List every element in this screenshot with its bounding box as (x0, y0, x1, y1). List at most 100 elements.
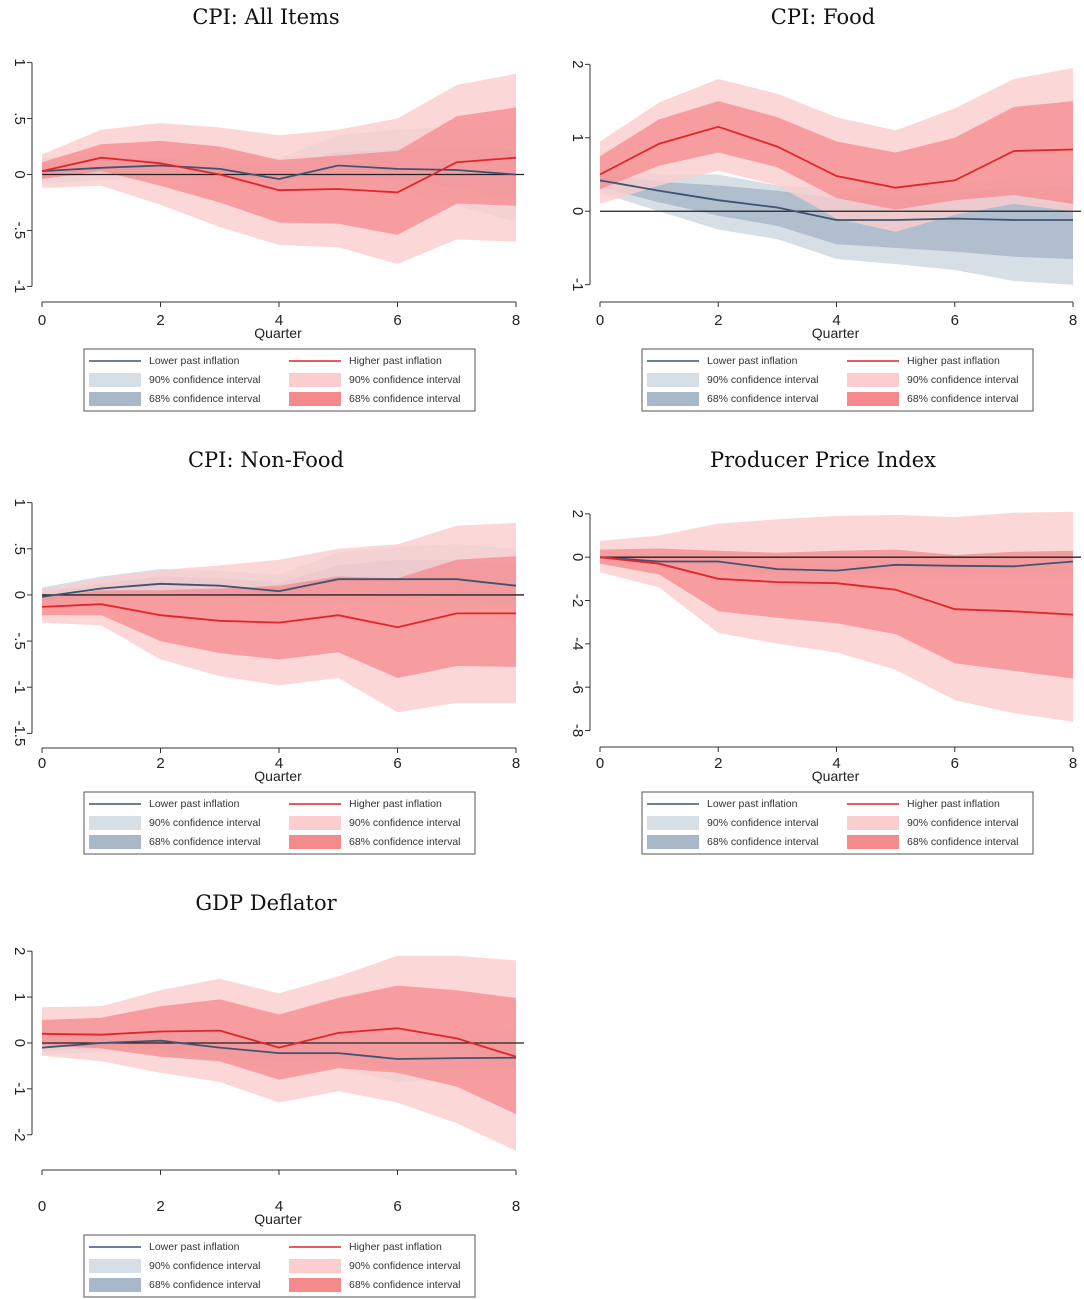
higher-ci68-band (600, 548, 1073, 679)
y-tick-label: -2 (569, 594, 586, 607)
legend-higher-ci90-label: 90% confidence interval (907, 817, 1019, 829)
legend-lower-ci90-swatch (89, 1259, 141, 1273)
legend-higher-line-label: Higher past inflation (349, 355, 442, 367)
x-tick-label: 0 (596, 312, 604, 329)
x-tick-label: 8 (512, 755, 520, 772)
legend-lower-line-label: Lower past inflation (149, 355, 240, 367)
y-tick-label: -1 (11, 280, 28, 293)
x-tick-label: 6 (951, 312, 959, 329)
legend-lower-ci68-label: 68% confidence interval (707, 393, 819, 405)
y-tick-label: 1 (11, 58, 28, 66)
legend-higher-line-label: Higher past inflation (349, 798, 442, 810)
x-axis-label: Quarter (254, 768, 302, 784)
y-tick-label: 1 (11, 993, 28, 1001)
higher-series-line (599, 556, 1074, 616)
y-tick-label: 2 (569, 60, 586, 68)
legend-lower-ci90-label: 90% confidence interval (149, 817, 261, 829)
y-tick-label: 0 (569, 207, 586, 215)
legend-lower-line-label: Lower past inflation (149, 1241, 240, 1253)
x-tick-label: 4 (275, 1198, 283, 1215)
legend-higher-ci68-swatch (289, 392, 341, 406)
legend-lower-ci68-swatch (89, 1278, 141, 1292)
legend: Lower past inflation 90% confidence inter… (83, 791, 476, 855)
higher-ci68-band (42, 985, 516, 1115)
legend: Lower past inflation 90% confidence inter… (83, 1234, 476, 1298)
legend-box (83, 1234, 476, 1298)
x-tick-label: 4 (275, 755, 283, 772)
lower-series-line (41, 164, 517, 180)
chart-panel-5: GDP Deflator -2 -1 0 1 2 0 2 4 6 8 Quarter Lower pas… (11, 891, 524, 1298)
legend-lower-ci68-swatch (89, 392, 141, 406)
y-tick-label: -6 (569, 680, 586, 693)
x-tick-label: 6 (951, 755, 959, 772)
legend-box (83, 791, 476, 855)
legend-lower-ci90-label: 90% confidence interval (707, 374, 819, 386)
legend-lower-ci68-swatch (89, 835, 141, 849)
chart-title: CPI: Non-Food (188, 448, 344, 472)
legend-lower-ci90-swatch (89, 816, 141, 830)
lower-series-line (41, 1039, 517, 1060)
x-tick-label: 0 (596, 755, 604, 772)
higher-series-line (41, 1027, 517, 1058)
chart-title: CPI: All Items (192, 5, 339, 29)
y-tick-label: -1.5 (11, 720, 28, 746)
higher-series-line (41, 603, 516, 629)
legend-lower-ci90-swatch (647, 816, 699, 830)
chart-title: Producer Price Index (710, 448, 936, 472)
legend-higher-ci68-swatch (289, 835, 341, 849)
legend-lower-ci68-label: 68% confidence interval (149, 393, 261, 405)
y-tick-label: 2 (569, 510, 586, 518)
legend-higher-line-label: Higher past inflation (907, 798, 1000, 810)
lower-series-line (599, 179, 1073, 221)
legend-higher-ci90-swatch (289, 1259, 341, 1273)
higher-series-line (41, 156, 517, 194)
x-tick-label: 8 (1069, 755, 1077, 772)
higher-series-line (599, 125, 1074, 189)
legend-higher-ci68-swatch (847, 835, 899, 849)
legend-higher-ci90-label: 90% confidence interval (349, 374, 461, 386)
chart-title: GDP Deflator (195, 891, 337, 915)
legend-lower-ci68-swatch (647, 392, 699, 406)
legend-higher-ci90-swatch (289, 373, 341, 387)
x-tick-label: 0 (38, 755, 46, 772)
x-tick-label: 8 (512, 1198, 520, 1215)
x-tick-label: 2 (714, 312, 722, 329)
higher-ci68-band (42, 556, 516, 678)
x-tick-label: 0 (38, 312, 46, 329)
x-axis-label: Quarter (254, 325, 302, 341)
legend-higher-ci90-label: 90% confidence interval (349, 1260, 461, 1272)
y-tick-label: -2 (11, 1128, 28, 1141)
x-tick-label: 2 (156, 312, 164, 329)
x-tick-label: 6 (393, 1198, 401, 1215)
x-tick-label: 2 (714, 755, 722, 772)
legend-lower-line-label: Lower past inflation (707, 355, 798, 367)
y-tick-label: -1 (11, 1082, 28, 1095)
legend-box (83, 348, 476, 412)
legend-lower-ci68-label: 68% confidence interval (707, 836, 819, 848)
x-axis-label: Quarter (812, 768, 860, 784)
lower-series-line (599, 556, 1074, 572)
x-tick-label: 4 (275, 312, 283, 329)
legend-higher-ci68-label: 68% confidence interval (349, 393, 461, 405)
x-tick-label: 0 (38, 1198, 46, 1215)
legend-higher-ci68-swatch (289, 1278, 341, 1292)
y-tick-label: 1 (569, 134, 586, 142)
x-tick-label: 6 (393, 755, 401, 772)
legend-higher-ci90-swatch (847, 373, 899, 387)
legend: Lower past inflation 90% confidence inter… (83, 348, 476, 412)
y-tick-label: -8 (569, 724, 586, 737)
chart-panel-2: CPI: Food -1 0 1 2 0 2 4 6 8 Quarter Lower past inf… (569, 5, 1081, 412)
chart-panel-4: Producer Price Index -8 -6 -4 -2 0 2 0 2 4 6 8 Quart… (569, 448, 1081, 855)
legend-higher-line-label: Higher past inflation (907, 355, 1000, 367)
legend-lower-ci68-label: 68% confidence interval (149, 836, 261, 848)
legend-lower-line-label: Lower past inflation (149, 798, 240, 810)
legend-lower-ci90-label: 90% confidence interval (707, 817, 819, 829)
legend-higher-ci68-swatch (847, 392, 899, 406)
x-tick-label: 4 (832, 755, 840, 772)
y-tick-label: -.5 (11, 632, 28, 650)
y-tick-label: 2 (11, 947, 28, 955)
y-tick-label: -4 (569, 637, 586, 650)
y-tick-label: -1 (569, 278, 586, 291)
legend: Lower past inflation 90% confidence inter… (641, 791, 1034, 855)
